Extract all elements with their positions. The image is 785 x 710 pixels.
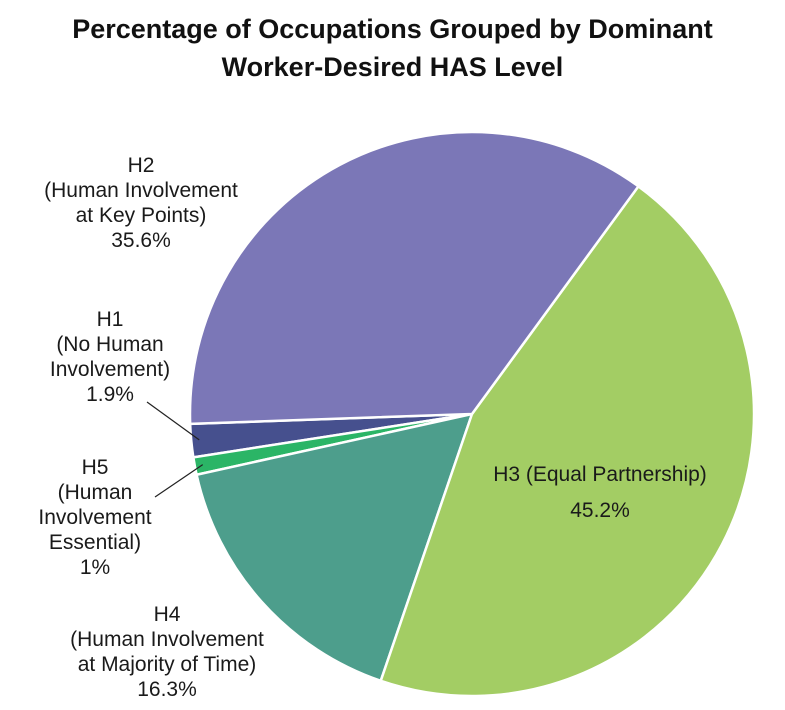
label-h3-value: 45.2%: [570, 499, 630, 522]
label-h4-line-1: H4: [153, 603, 181, 626]
label-h5: H5 (Human Involvement Essential) 1%: [20, 455, 170, 580]
leader-line-h1: [146, 401, 200, 441]
label-h2-line-3: at Key Points): [75, 204, 207, 227]
label-h1-value: 1.9%: [86, 383, 134, 406]
label-h2-value: 35.6%: [111, 229, 171, 252]
label-h2: H2 (Human Involvement at Key Points) 35.…: [25, 153, 257, 253]
label-h4-line-2: (Human Involvement: [70, 628, 264, 651]
pie-slice-h3: [379, 185, 756, 698]
label-h5-line-4: Essential): [48, 531, 142, 554]
label-h5-value: 1%: [79, 556, 111, 579]
label-h4-line-3: at Majority of Time): [77, 653, 257, 676]
label-h1-line-1: H1: [96, 308, 124, 331]
chart-title-line-1: Percentage of Occupations Grouped by Dom…: [72, 14, 713, 44]
label-h1-line-3: Involvement): [49, 358, 171, 381]
pie-slice-h2: [188, 130, 640, 426]
label-h1-line-2: (No Human: [56, 333, 164, 356]
label-h4: H4 (Human Involvement at Majority of Tim…: [38, 602, 296, 702]
label-h1: H1 (No Human Involvement) 1.9%: [20, 307, 200, 407]
pie-slices: [188, 130, 756, 698]
label-h5-line-3: Involvement: [38, 506, 152, 529]
chart-title: Percentage of Occupations Grouped by Dom…: [0, 10, 785, 86]
leader-line-h5: [154, 464, 204, 498]
leader-lines: [146, 401, 204, 498]
label-h5-line-2: (Human: [57, 481, 133, 504]
label-h4-value: 16.3%: [137, 678, 197, 701]
label-h2-line-1: H2: [127, 154, 155, 177]
label-h3: H3 (Equal Partnership) 45.2%: [455, 457, 745, 529]
label-h3-line-1: H3 (Equal Partnership): [493, 463, 707, 486]
chart-title-line-2: Worker-Desired HAS Level: [221, 52, 564, 82]
label-h5-line-1: H5: [81, 456, 109, 479]
label-h2-line-2: (Human Involvement: [44, 179, 238, 202]
